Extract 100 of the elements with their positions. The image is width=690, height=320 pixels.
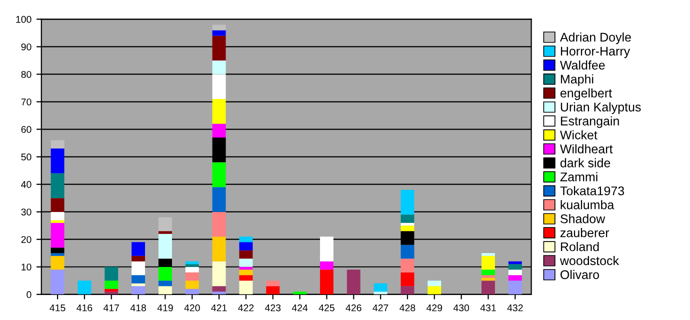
bar (50, 270, 64, 294)
bar (239, 242, 253, 250)
bar (50, 248, 64, 254)
legend-label: Roland (560, 242, 599, 252)
x-tick-label: 430 (453, 304, 470, 312)
y-tick-label: 70 (21, 98, 32, 106)
bar (158, 266, 172, 281)
legend-label: kualumba (560, 200, 614, 210)
x-tick-label: 416 (76, 304, 92, 312)
bar (104, 288, 118, 292)
y-tick-label: 80 (21, 70, 32, 78)
legend-label: Shadow (560, 214, 606, 224)
legend-label: Wicket (560, 130, 598, 140)
bar (212, 24, 226, 30)
bar (212, 236, 226, 262)
bar (50, 256, 64, 270)
bar (508, 275, 522, 281)
bar (400, 190, 414, 215)
bar (78, 280, 92, 294)
bar (428, 286, 442, 294)
bar (132, 275, 146, 284)
y-tick-label: 20 (21, 236, 32, 243)
legend-label: Estrangain (560, 116, 619, 128)
y-tick-label: 40 (21, 181, 32, 188)
bar (104, 292, 118, 294)
bar (132, 286, 146, 294)
y-tick-label: 90 (21, 43, 32, 50)
bar (374, 283, 388, 292)
x-tick-label: 428 (400, 304, 416, 312)
bar (482, 275, 495, 278)
x-tick-label: 432 (507, 304, 523, 312)
bar (400, 286, 414, 294)
bar (158, 231, 172, 234)
x-tick-label: 431 (480, 304, 496, 312)
bar (158, 217, 172, 232)
bar (482, 280, 495, 294)
legend-label: Olivaro (560, 270, 600, 280)
bar (239, 266, 253, 270)
legend-label: zauberer (560, 228, 610, 238)
bar (212, 74, 226, 100)
legend-label: Adrian Doyle (560, 32, 631, 44)
bar (400, 272, 414, 286)
y-tick-label: 30 (21, 208, 32, 216)
bar (132, 242, 146, 256)
legend-label: Wildheart (560, 144, 613, 154)
bar (400, 244, 414, 259)
bar (400, 258, 414, 272)
x-tick-label: 425 (318, 304, 334, 312)
bar (400, 214, 414, 223)
x-tick-label: 421 (211, 304, 227, 312)
bar (185, 261, 199, 264)
legend-label: Maphi (560, 74, 594, 86)
legend-label: dark side (560, 158, 610, 168)
bar (132, 256, 146, 262)
bar (346, 270, 360, 294)
bar (50, 222, 64, 248)
legend-label: Urian Kalyptus (560, 102, 641, 114)
x-tick-label: 422 (238, 304, 254, 312)
bar (508, 270, 522, 276)
bar (158, 280, 172, 286)
bar (320, 270, 334, 294)
bar (212, 36, 226, 60)
bar (293, 292, 307, 294)
x-tick-label: 429 (426, 304, 442, 312)
bar (132, 261, 146, 276)
bar (50, 198, 64, 212)
bar (266, 280, 280, 286)
bar (50, 253, 64, 256)
legend-label: Waldfee (560, 60, 605, 70)
bar (320, 236, 334, 262)
bar (50, 212, 64, 220)
x-tick-label: 419 (157, 304, 173, 312)
bar (158, 234, 172, 259)
y-tick-label: 60 (21, 126, 32, 133)
bar (212, 286, 226, 292)
bar (212, 187, 226, 212)
bar (374, 292, 388, 294)
legend-label: Tokata1973 (560, 186, 624, 196)
bar (239, 250, 253, 259)
bar (239, 270, 253, 276)
bar (239, 236, 253, 242)
y-tick-label: 50 (21, 154, 32, 160)
bar (212, 99, 226, 124)
legend-label: engelbert (560, 88, 612, 100)
bar (482, 253, 495, 256)
bar (185, 288, 199, 294)
y-tick-label: 100 (16, 16, 32, 23)
bar (158, 286, 172, 294)
bar (428, 280, 442, 286)
legend-label: Horror-Harry (560, 46, 630, 58)
bar (185, 272, 199, 281)
bar (185, 280, 199, 289)
bar (400, 222, 414, 226)
x-tick-label: 417 (104, 304, 120, 312)
bar (104, 266, 118, 281)
bar (482, 270, 495, 276)
x-tick-label: 423 (265, 304, 281, 312)
legend-label: Zammi (560, 172, 598, 182)
bar (212, 30, 226, 36)
bar (266, 286, 280, 294)
